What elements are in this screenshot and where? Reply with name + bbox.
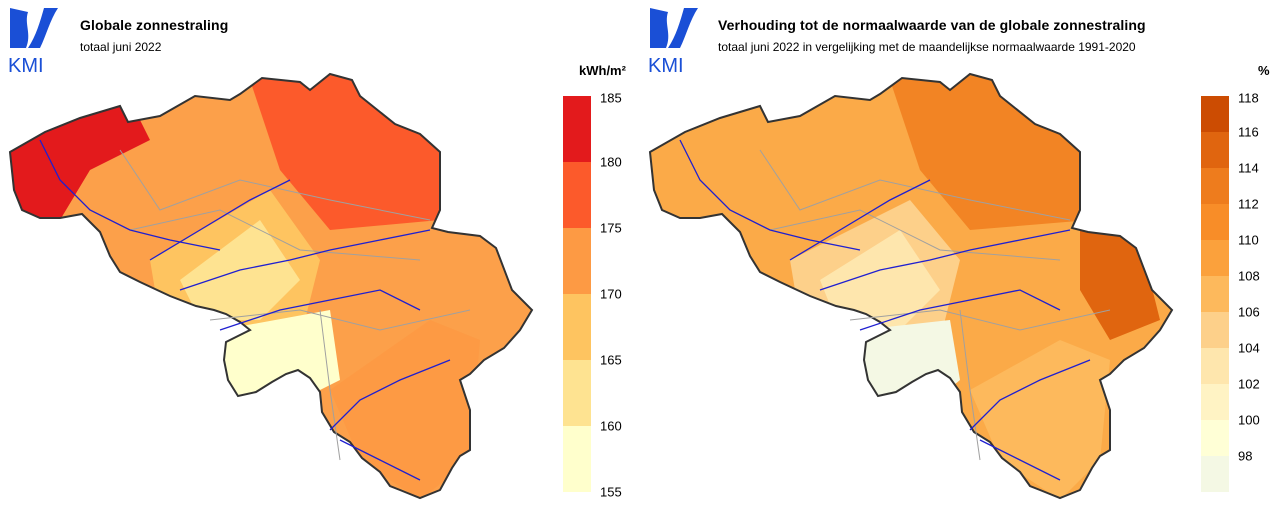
legend-tick-label: 108 [1238,268,1260,284]
legend-swatch [563,162,591,228]
legend-tick-label: 160 [600,418,622,434]
legend-swatch [563,96,591,162]
legend-swatch [1201,204,1229,240]
legend-swatch [1201,240,1229,276]
legend-tick-label: 175 [600,220,622,236]
legend-tick-label: 98 [1238,448,1253,464]
legend-tick-label: 102 [1238,376,1260,392]
zone-low-center [820,230,940,330]
logo-text: KMI [648,55,684,74]
legend-swatch [1201,168,1229,204]
map-panel-ratio: KMI Verhouding tot de normaalwaarde van … [640,0,1280,507]
map-title: Globale zonnestraling [80,17,229,33]
zone-southeast [330,320,480,498]
logo-text: KMI [8,55,44,74]
map-subtitle: totaal juni 2022 [80,40,162,54]
legend-tick-label: 100 [1238,412,1260,428]
province-borders [759,149,1111,461]
map-title: Verhouding tot de normaalwaarde van de g… [718,17,1146,33]
legend-swatch [1201,384,1229,420]
legend-swatch [1201,276,1229,312]
legend-swatch [1201,348,1229,384]
legend-tick-label: 104 [1238,340,1260,356]
map-subtitle: totaal juni 2022 in vergelijking met de … [718,40,1136,54]
legend-swatch [1201,132,1229,168]
legend-swatch [563,360,591,426]
belgium-map [649,73,1173,499]
rivers [679,139,1091,481]
legend-swatch [1201,96,1229,132]
legend-tick-label: 106 [1238,304,1260,320]
legend-tick-label: 114 [1238,160,1259,176]
legend-swatch [563,426,591,492]
legend-swatch [1201,456,1229,492]
legend-swatch [1201,420,1229,456]
legend-swatch [563,294,591,360]
legend-tick-label: 185 [600,90,622,106]
kmi-logo-icon: KMI [648,8,698,74]
map-panel-radiation: KMI Globale zonnestraling totaal juni 20… [8,8,626,500]
legend-tick-label: 112 [1238,196,1259,212]
legend-tick-label: 165 [600,352,622,368]
legend-tick-label: 180 [600,154,622,170]
belgium-map [9,73,533,499]
legend-tick-label: 116 [1238,124,1259,140]
legend-unit: % [1258,63,1270,78]
rivers [39,139,451,481]
legend-tick-label: 110 [1238,232,1259,248]
color-legend [563,96,591,492]
legend-tick-label: 155 [600,484,622,500]
legend-swatch [1201,312,1229,348]
legend-unit: kWh/m² [579,63,626,78]
kmi-logo-icon: KMI [8,8,58,74]
legend-tick-label: 170 [600,286,622,302]
legend-tick-label: 118 [1238,90,1259,106]
legend-swatch [563,228,591,294]
province-borders [119,149,471,461]
color-legend [1201,96,1229,492]
